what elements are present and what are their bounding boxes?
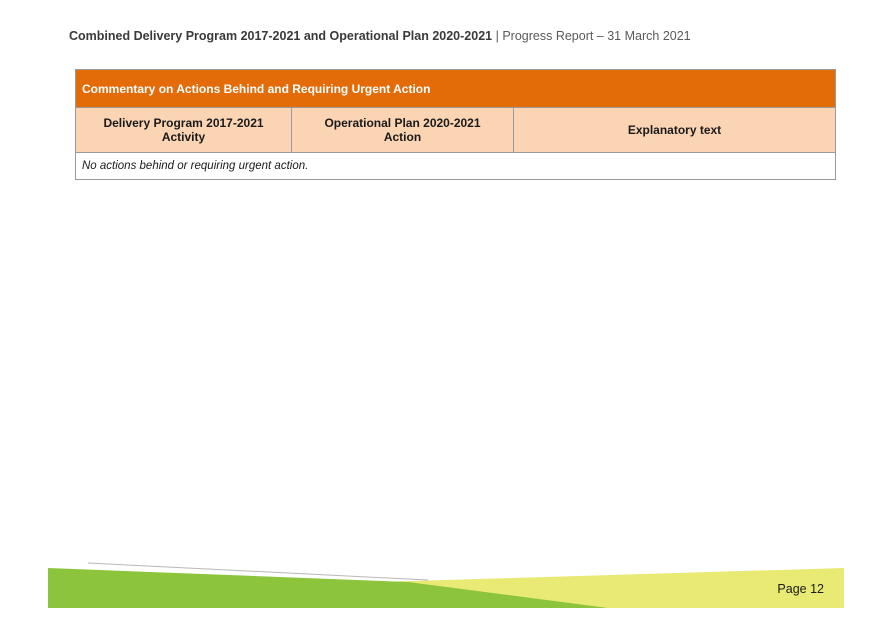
- page-number: Page 12: [777, 582, 824, 596]
- footer-top-line: [87, 562, 429, 581]
- table-header-row: Delivery Program 2017-2021 Activity Oper…: [75, 107, 837, 153]
- page-header: Combined Delivery Program 2017-2021 and …: [69, 29, 691, 43]
- column-header-line: Explanatory text: [627, 123, 722, 137]
- column-header-explanatory-text: Explanatory text: [512, 107, 837, 153]
- header-separator: |: [495, 29, 499, 43]
- column-header-delivery-program: Delivery Program 2017-2021 Activity: [75, 107, 292, 153]
- header-subtitle: Progress Report – 31 March 2021: [502, 29, 691, 43]
- header-title: Combined Delivery Program 2017-2021 and …: [69, 29, 493, 43]
- column-header-line: Action: [383, 130, 422, 144]
- footer-yellow-band: [378, 568, 844, 608]
- commentary-table: Commentary on Actions Behind and Requiri…: [74, 69, 837, 180]
- footer-green-band: [48, 568, 608, 608]
- column-header-line: Operational Plan 2020-2021: [324, 116, 481, 130]
- empty-message: No actions behind or requiring urgent ac…: [74, 152, 837, 180]
- column-header-line: Delivery Program 2017-2021: [103, 116, 264, 130]
- table-title: Commentary on Actions Behind and Requiri…: [74, 69, 837, 108]
- column-header-operational-plan: Operational Plan 2020-2021 Action: [291, 107, 514, 153]
- column-header-line: Activity: [161, 130, 206, 144]
- table-title-row: Commentary on Actions Behind and Requiri…: [74, 69, 837, 108]
- footer-decoration: [48, 562, 844, 608]
- table-row: No actions behind or requiring urgent ac…: [74, 152, 837, 180]
